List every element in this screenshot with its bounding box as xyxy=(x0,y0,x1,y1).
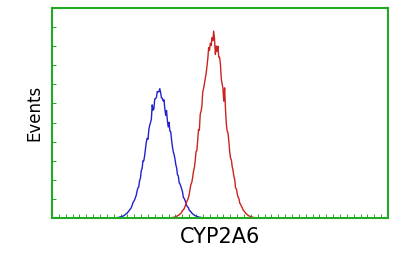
X-axis label: CYP2A6: CYP2A6 xyxy=(180,227,260,247)
Y-axis label: Events: Events xyxy=(25,85,43,141)
